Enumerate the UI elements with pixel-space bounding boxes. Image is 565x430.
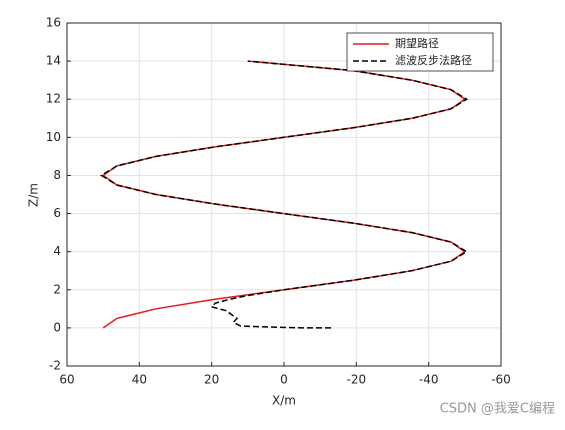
x-tick-label: 20 bbox=[204, 373, 219, 387]
series-line bbox=[99, 60, 469, 329]
y-tick-label: 2 bbox=[53, 282, 61, 296]
legend-box bbox=[346, 32, 494, 72]
x-tick-label: -60 bbox=[491, 373, 511, 387]
y-tick-label: 16 bbox=[46, 16, 61, 30]
y-tick-label: 4 bbox=[53, 244, 61, 258]
x-tick-label: 60 bbox=[59, 373, 74, 387]
watermark: CSDN @我爱C编程 bbox=[440, 402, 555, 417]
legend-label: 滤波反步法路径 bbox=[395, 53, 472, 67]
x-axis-label: X/m bbox=[272, 394, 296, 408]
x-tick-label: 40 bbox=[132, 373, 147, 387]
y-tick-label: -2 bbox=[49, 359, 61, 373]
x-tick-label: 0 bbox=[280, 373, 288, 387]
axes-box bbox=[66, 22, 502, 367]
y-axis-label: Z/m bbox=[27, 183, 41, 207]
x-tick-label: -20 bbox=[347, 373, 367, 387]
y-tick-label: 14 bbox=[46, 54, 61, 68]
x-tick-label: -40 bbox=[419, 373, 439, 387]
y-tick-label: 0 bbox=[53, 320, 61, 334]
y-tick-label: 6 bbox=[53, 206, 61, 220]
legend-label: 期望路径 bbox=[395, 37, 439, 50]
y-tick-label: 8 bbox=[53, 168, 61, 182]
y-tick-label: 12 bbox=[46, 92, 61, 106]
y-tick-label: 10 bbox=[46, 130, 61, 144]
